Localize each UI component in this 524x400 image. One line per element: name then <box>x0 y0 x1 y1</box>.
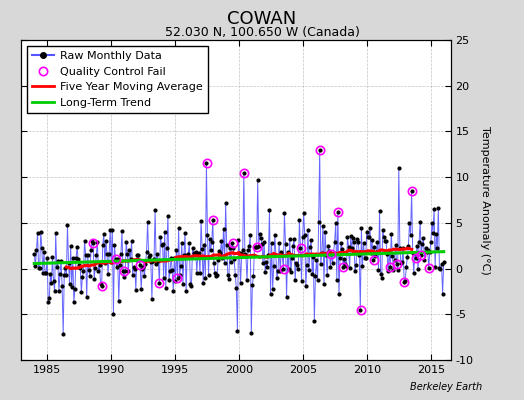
Text: Berkeley Earth: Berkeley Earth <box>410 382 482 392</box>
Text: 52.030 N, 100.650 W (Canada): 52.030 N, 100.650 W (Canada) <box>165 26 359 39</box>
Text: COWAN: COWAN <box>227 10 297 28</box>
Y-axis label: Temperature Anomaly (°C): Temperature Anomaly (°C) <box>480 126 490 274</box>
Legend: Raw Monthly Data, Quality Control Fail, Five Year Moving Average, Long-Term Tren: Raw Monthly Data, Quality Control Fail, … <box>27 46 208 113</box>
